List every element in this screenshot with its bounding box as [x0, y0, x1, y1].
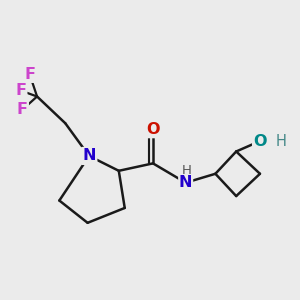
Text: F: F: [24, 67, 35, 82]
Text: O: O: [253, 134, 267, 148]
Text: N: N: [179, 175, 192, 190]
Text: H: H: [275, 134, 286, 148]
Text: H: H: [182, 164, 192, 177]
Text: F: F: [15, 83, 26, 98]
Text: N: N: [82, 148, 96, 164]
Text: F: F: [17, 102, 28, 117]
Text: O: O: [146, 122, 160, 137]
